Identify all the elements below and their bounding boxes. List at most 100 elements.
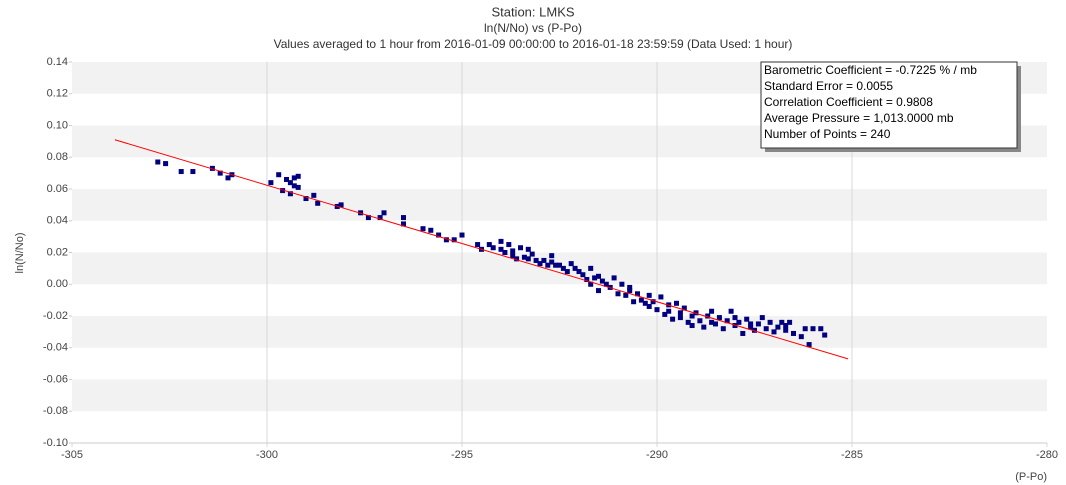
point [685,319,691,325]
point [728,308,734,314]
point [549,259,555,265]
point [514,256,520,262]
point [646,303,652,309]
point [623,292,629,298]
point [401,215,406,221]
point [553,262,559,268]
point [549,253,555,259]
point [588,281,594,287]
point [603,281,609,287]
point [315,200,321,206]
point [709,319,715,325]
grid-band [72,379,1047,412]
y-tick-label: 0.00 [47,278,68,290]
point [627,284,633,290]
point [576,269,582,275]
annotation: Standard Error = 0.0055 [764,79,893,93]
point [592,275,598,281]
point [740,330,746,336]
point [584,276,590,282]
point [818,326,824,332]
point [217,170,223,176]
point [670,316,676,322]
point [498,246,504,252]
point [724,318,730,324]
x-tick-label: -295 [451,449,473,461]
marks [114,139,849,360]
point [502,250,508,255]
point [822,332,828,338]
point [802,326,808,332]
point [736,319,742,325]
y-tick-label: -0.06 [43,373,68,385]
point [810,326,816,332]
point [443,237,449,243]
point [689,323,695,329]
point [697,318,703,324]
point [732,315,738,321]
point [787,319,793,325]
point [791,330,796,336]
point [276,172,282,178]
point [650,299,656,305]
point [662,311,668,317]
point [510,248,516,254]
point [759,315,765,321]
grid-band [72,189,1047,221]
point [560,265,566,271]
point [748,321,754,327]
y-tick-label: -0.08 [43,405,68,417]
point [720,326,726,332]
point [451,237,457,243]
grid-band [72,316,1047,348]
point [767,319,773,325]
point [666,308,672,314]
point [748,324,754,330]
point [163,161,169,167]
point [401,221,406,227]
point [658,294,664,300]
y-tick-label: 0.08 [47,151,68,163]
point [771,329,777,335]
x-axis-label: (P-Po) [1015,471,1047,483]
x-tick-label: -280 [1036,449,1058,461]
x-tick-label: -290 [646,449,668,461]
chart-subtitle: ln(N/No) vs (P-Po) [484,21,582,35]
point [752,327,757,333]
x-tick-label: -305 [61,449,83,461]
point [716,315,722,321]
point [291,183,297,189]
point [287,191,293,197]
point [420,226,426,232]
annotation: Average Pressure = 1,013.0000 mb [764,111,954,125]
point [498,238,504,244]
point [635,291,640,297]
annotation-frame [760,61,1018,149]
point [545,262,551,268]
point [638,297,644,303]
point [295,173,301,179]
point [280,188,286,194]
point [155,159,161,165]
point [525,246,531,252]
point [783,327,789,333]
point [580,272,586,278]
point [303,196,309,202]
point [311,192,317,198]
point [525,256,531,262]
point [190,169,196,175]
y-tick-label: 0.02 [47,246,68,258]
point [755,321,761,327]
point [338,202,344,208]
point [596,273,601,279]
y-tick-label: 0.12 [47,88,68,100]
point [486,242,492,248]
point [381,210,387,216]
point [654,307,660,313]
point [619,281,625,287]
point [646,292,652,298]
point [677,315,683,321]
point [521,254,527,260]
chart-title: Station: LMKS [491,4,574,19]
